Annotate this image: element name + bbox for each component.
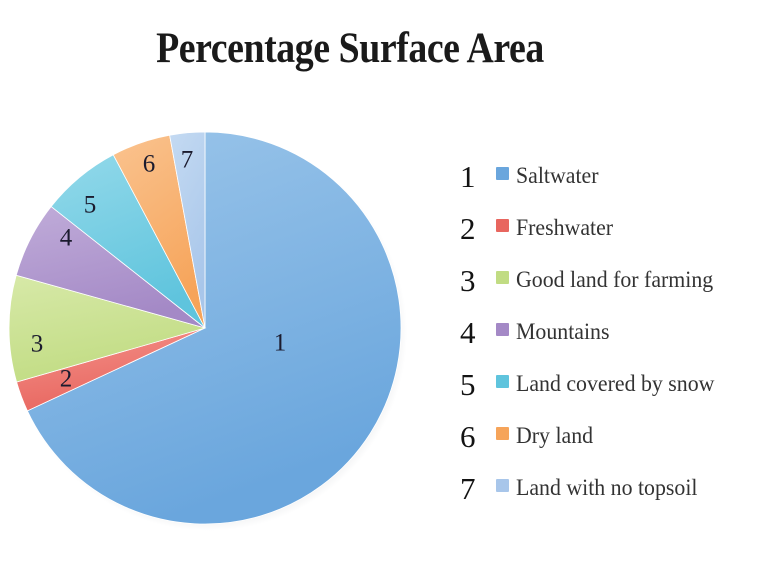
legend-color-swatch <box>496 166 509 180</box>
legend-item-7[interactable]: 7 Land with no topsoil <box>452 462 762 514</box>
legend-item-4[interactable]: 4 Mountains <box>452 306 762 358</box>
chart-title: Percentage Surface Area <box>156 25 544 72</box>
legend-item-5[interactable]: 5 Land covered by snow <box>452 358 762 410</box>
legend-color-swatch <box>496 374 509 388</box>
legend-color-swatch <box>496 478 509 492</box>
legend-index: 1 <box>460 158 476 194</box>
pie-slice-labels: 1 23 45 6 7 <box>31 147 287 393</box>
legend-item-3[interactable]: 3 Good land for farming <box>452 254 762 306</box>
legend-index: 5 <box>460 366 476 402</box>
legend-index: 7 <box>460 470 476 506</box>
legend-item-2[interactable]: 2 Freshwater <box>452 202 762 254</box>
legend-index: 2 <box>460 210 476 246</box>
pie-slice-label-4: 4 <box>60 225 73 252</box>
pie-slice-3[interactable] <box>8 274 207 383</box>
legend-item-6[interactable]: 6 Dry land <box>452 410 762 462</box>
pie-slice-label-3: 3 <box>31 331 44 358</box>
pie-slice-1[interactable] <box>26 131 402 525</box>
legend-index: 6 <box>460 418 476 454</box>
legend-color-swatch <box>496 322 509 336</box>
legend-item-1[interactable]: 1 Saltwater <box>452 150 762 202</box>
pie-slices <box>8 131 402 525</box>
legend-color-swatch <box>496 270 509 284</box>
legend-item-label: Dry land <box>516 423 594 448</box>
legend-color-swatch <box>496 218 509 232</box>
legend-item-label: Land with no topsoil <box>516 475 698 500</box>
legend-index: 3 <box>460 262 476 298</box>
legend-item-label: Land covered by snow <box>516 371 715 396</box>
pie-slice-label-6: 6 <box>143 151 156 178</box>
pie-slice-label-7: 7 <box>181 147 194 174</box>
pie-svg: 1 23 45 6 7 <box>8 131 407 531</box>
legend-item-label: Good land for farming <box>516 267 714 292</box>
pie-slice-label-2: 2 <box>60 366 73 393</box>
legend-item-label: Mountains <box>516 319 610 344</box>
legend-item-label: Freshwater <box>516 215 614 240</box>
legend-color-swatch <box>496 426 509 440</box>
legend-item-label: Saltwater <box>516 163 599 188</box>
pie-slice-label-1: 1 <box>274 330 287 357</box>
pie-slice-7[interactable] <box>169 131 206 329</box>
legend: 1 Saltwater 2 Freshwater 3 Good land for farm… <box>452 150 762 514</box>
pie-slice-label-5: 5 <box>84 192 97 219</box>
legend-index: 4 <box>460 314 476 350</box>
